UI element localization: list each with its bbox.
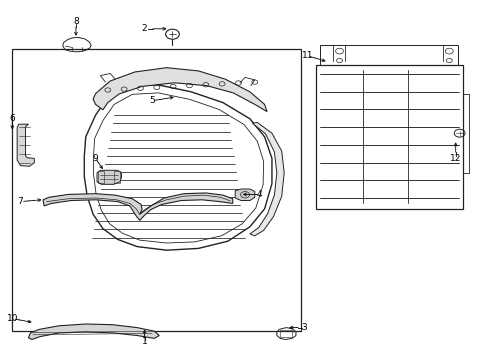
Text: 7: 7 — [18, 197, 24, 206]
Text: 8: 8 — [73, 17, 79, 26]
Bar — [320, 45, 458, 65]
Text: 4: 4 — [257, 190, 263, 199]
Text: 3: 3 — [301, 323, 307, 332]
Polygon shape — [235, 189, 255, 201]
Text: 1: 1 — [142, 338, 147, 346]
Text: 5: 5 — [149, 96, 155, 105]
Polygon shape — [17, 124, 34, 166]
Text: 10: 10 — [6, 314, 18, 323]
Polygon shape — [43, 193, 233, 220]
Text: 2: 2 — [142, 24, 147, 33]
Bar — [114, 171, 120, 183]
Polygon shape — [28, 324, 159, 339]
Bar — [280, 330, 292, 337]
Text: 6: 6 — [9, 114, 15, 123]
Polygon shape — [84, 85, 272, 250]
Polygon shape — [93, 68, 267, 112]
Polygon shape — [97, 170, 122, 184]
Bar — [12, 49, 301, 331]
Bar — [316, 65, 463, 209]
Text: 9: 9 — [93, 154, 98, 163]
Polygon shape — [250, 122, 284, 236]
Text: 12: 12 — [450, 154, 462, 163]
Text: 11: 11 — [302, 51, 314, 60]
Bar — [98, 171, 104, 183]
